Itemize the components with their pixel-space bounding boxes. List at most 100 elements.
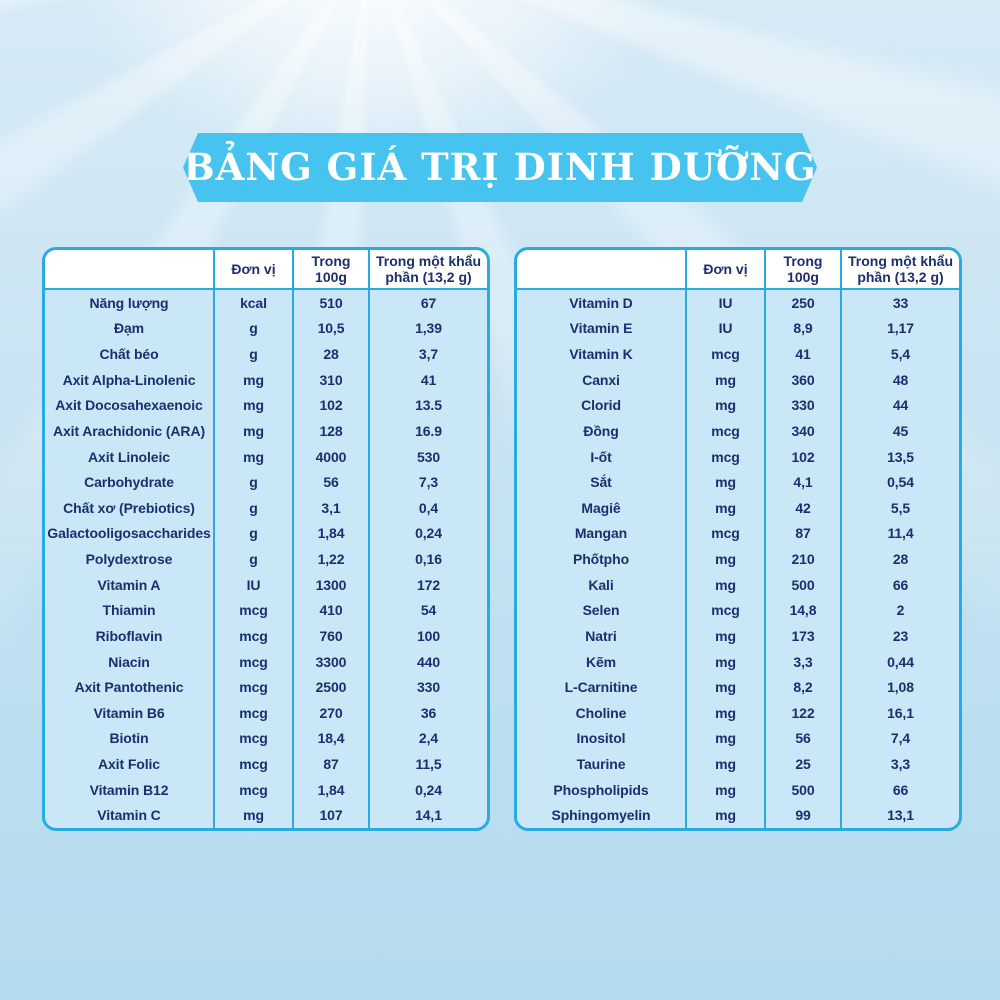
table-row: Đồng mcg 340 45 (517, 418, 959, 444)
value-cell: 250 (764, 290, 840, 316)
value-cell: 23 (840, 623, 959, 649)
page-title: BẢNG GIÁ TRỊ DINH DƯỠNG (183, 144, 817, 189)
header-per-100g: Trong 100g (764, 250, 840, 288)
value-cell: 340 (764, 418, 840, 444)
value-cell: 0,16 (368, 546, 487, 572)
value-cell: 66 (840, 571, 959, 598)
header-unit: Đơn vị (213, 250, 292, 288)
table-row: Phospholipids mg 500 66 (517, 776, 959, 803)
value-cell: 8,9 (764, 315, 840, 342)
value-cell: 500 (764, 571, 840, 598)
value-cell: 0,4 (368, 495, 487, 521)
table-row: Vitamin D IU 250 33 (517, 290, 959, 316)
value-cell: 7,3 (368, 469, 487, 495)
unit-cell: mcg (213, 597, 292, 624)
nutrient-label: Riboflavin (95, 627, 163, 644)
nutrient-label: Vitamin K (569, 346, 633, 363)
unit-cell: mg (685, 623, 764, 649)
table-row: Axit Linoleic mg 4000 530 (45, 443, 487, 470)
value-cell: 3,3 (840, 751, 959, 777)
nutrient-label: Magiê (581, 499, 621, 516)
value-cell: 14,1 (368, 802, 487, 828)
nutrient-label: Biotin (109, 730, 149, 747)
table-row: Galactooligosaccharides g 1,84 0,24 (45, 520, 487, 547)
nutrient-label: Axit Arachidonic (ARA) (52, 422, 206, 439)
nutrient-label: Axit Pantothenic (74, 679, 184, 696)
unit-cell: g (213, 469, 292, 495)
nutrient-label: Selen (582, 602, 620, 619)
value-cell: 1,39 (368, 315, 487, 342)
unit-cell: g (213, 341, 292, 367)
table-row: Vitamin K mcg 41 5,4 (517, 341, 959, 367)
value-cell: 172 (368, 571, 487, 598)
unit-cell: mg (213, 418, 292, 444)
unit-cell: mcg (213, 725, 292, 752)
header-per-serving: Trong một khẩu phần (13,2 g) (368, 250, 487, 288)
value-cell: 360 (764, 366, 840, 393)
nutrition-table-left: Đơn vị Trong 100g Trong một khẩu phần (1… (42, 247, 490, 831)
table-row: Axit Pantothenic mcg 2500 330 (45, 674, 487, 700)
value-cell: 0,44 (840, 648, 959, 675)
value-cell: 2 (840, 597, 959, 624)
nutrition-table-right: Đơn vị Trong 100g Trong một khẩu phần (1… (514, 247, 962, 831)
nutrient-label: Sphingomyelin (551, 807, 651, 824)
table-body: Năng lượng kcal 510 67 Đạm g 10,5 1,39 Chất béo g… (45, 290, 487, 828)
value-cell: 8,2 (764, 674, 840, 700)
value-cell: 56 (292, 469, 368, 495)
unit-cell: mcg (685, 341, 764, 367)
value-cell: 1,84 (292, 776, 368, 803)
nutrient-label: Carbohydrate (84, 474, 174, 491)
value-cell: 36 (368, 700, 487, 726)
nutrient-label: Clorid (581, 397, 621, 414)
value-cell: 7,4 (840, 725, 959, 752)
unit-cell: g (213, 546, 292, 572)
value-cell: 270 (292, 700, 368, 726)
title-banner: BẢNG GIÁ TRỊ DINH DƯỠNG (183, 133, 817, 202)
nutrient-label: Canxi (582, 371, 620, 388)
value-cell: 100 (368, 623, 487, 649)
nutrient-label: Đạm (113, 320, 145, 337)
value-cell: 128 (292, 418, 368, 444)
table-row: Vitamin E IU 8,9 1,17 (517, 315, 959, 342)
value-cell: 0,24 (368, 776, 487, 803)
unit-cell: mcg (213, 674, 292, 700)
nutrient-label: Phốtpho (572, 551, 630, 568)
header-per-100g: Trong 100g (292, 250, 368, 288)
value-cell: 2500 (292, 674, 368, 700)
header-unit: Đơn vị (685, 250, 764, 288)
unit-cell: kcal (213, 290, 292, 316)
unit-cell: mcg (685, 418, 764, 444)
table-row: Choline mg 122 16,1 (517, 700, 959, 726)
table-row: Taurine mg 25 3,3 (517, 751, 959, 777)
value-cell: 41 (764, 341, 840, 367)
table-row: Chất béo g 28 3,7 (45, 341, 487, 367)
table-row: Phốtpho mg 210 28 (517, 546, 959, 572)
value-cell: 13.5 (368, 392, 487, 419)
table-row: Inositol mg 56 7,4 (517, 725, 959, 752)
value-cell: 67 (368, 290, 487, 316)
table-row: Kali mg 500 66 (517, 571, 959, 598)
value-cell: 1300 (292, 571, 368, 598)
table-header-row: Đơn vị Trong 100g Trong một khẩu phần (1… (517, 250, 959, 290)
table-row: Vitamin B12 mcg 1,84 0,24 (45, 776, 487, 803)
table-row: Natri mg 173 23 (517, 623, 959, 649)
value-cell: 87 (764, 520, 840, 547)
unit-cell: mcg (685, 597, 764, 624)
nutrient-label: Năng lượng (89, 294, 169, 311)
table-header-row: Đơn vị Trong 100g Trong một khẩu phần (1… (45, 250, 487, 290)
unit-cell: IU (213, 571, 292, 598)
table-row: Vitamin B6 mcg 270 36 (45, 700, 487, 726)
nutrient-label: Thiamin (102, 602, 156, 619)
table-row: Sắt mg 4,1 0,54 (517, 469, 959, 495)
value-cell: 10,5 (292, 315, 368, 342)
value-cell: 1,84 (292, 520, 368, 547)
value-cell: 410 (292, 597, 368, 624)
unit-cell: mcg (213, 751, 292, 777)
unit-cell: mg (685, 674, 764, 700)
value-cell: 18,4 (292, 725, 368, 752)
value-cell: 210 (764, 546, 840, 572)
nutrient-label: Axit Docosahexaenoic (55, 397, 203, 414)
value-cell: 14,8 (764, 597, 840, 624)
unit-cell: mg (213, 802, 292, 828)
unit-cell: mcg (685, 443, 764, 470)
